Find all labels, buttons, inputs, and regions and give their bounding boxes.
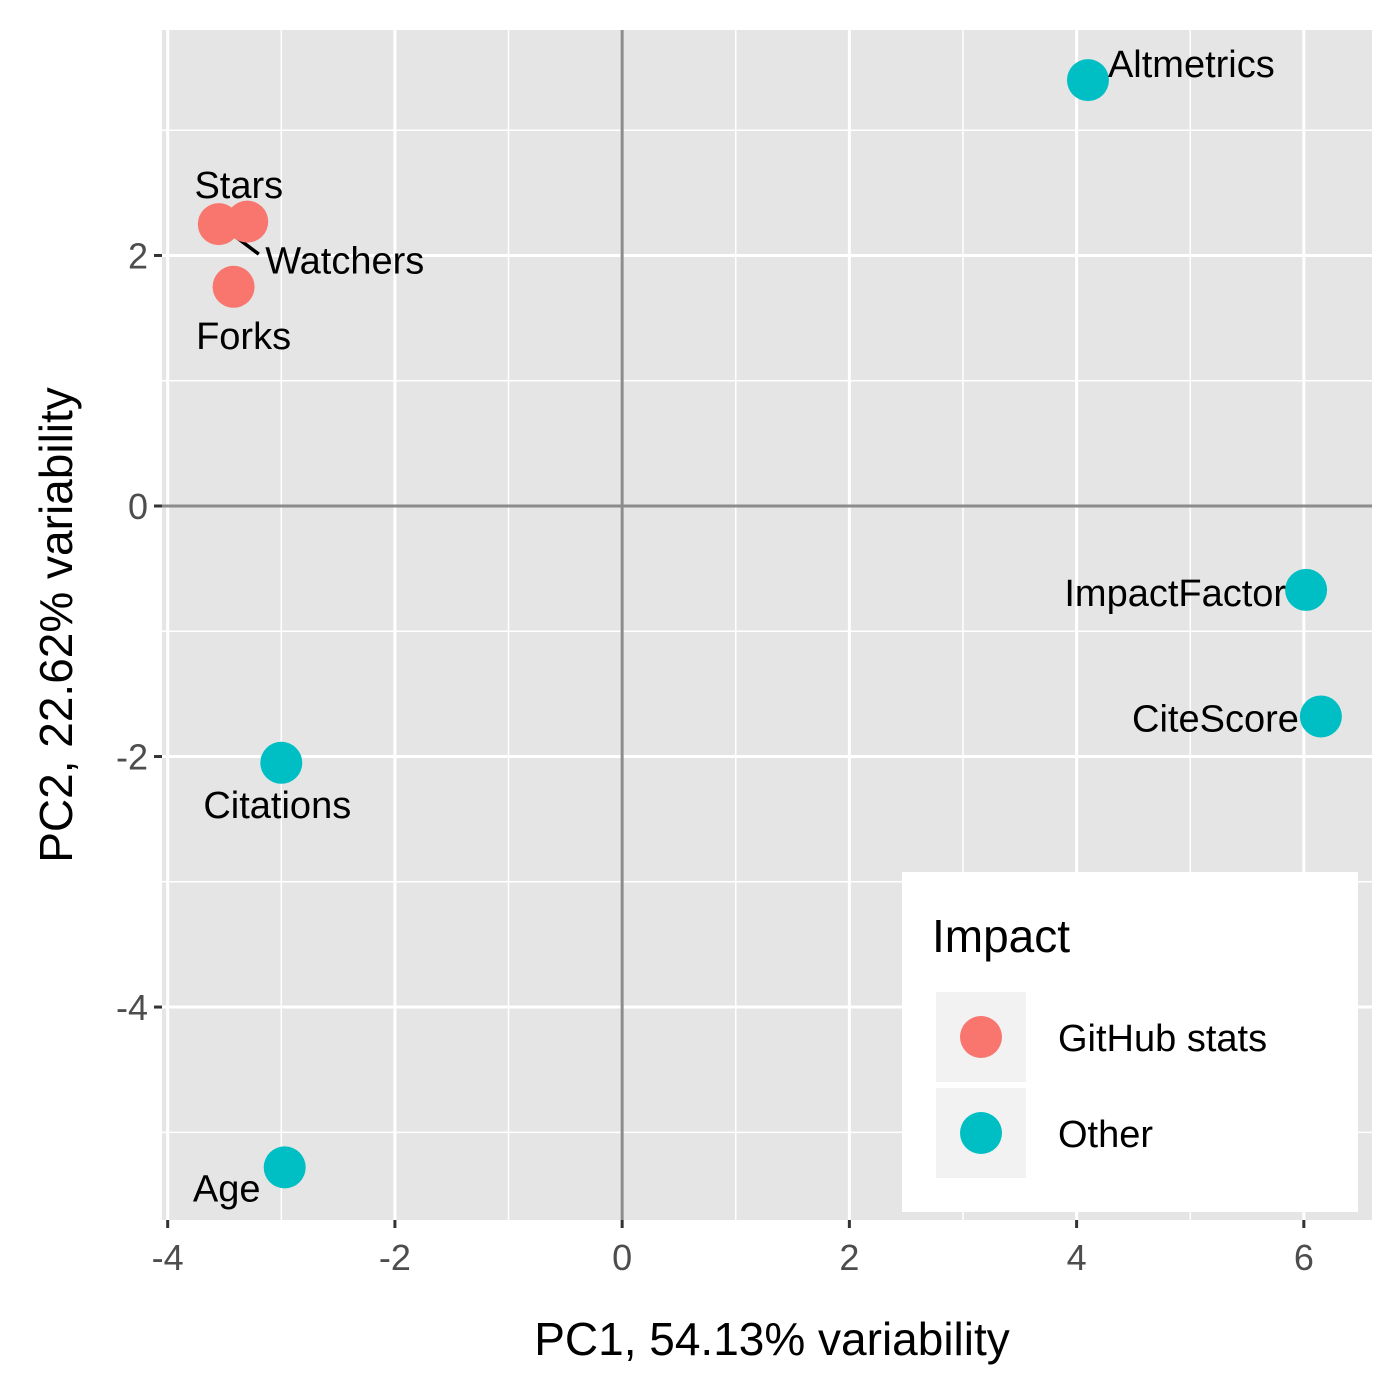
point-watchers bbox=[226, 200, 269, 243]
point-citations bbox=[260, 741, 303, 784]
legend-key-other bbox=[960, 1112, 1002, 1154]
x-tick-label: 6 bbox=[1294, 1237, 1314, 1278]
x-tick-label: -4 bbox=[152, 1237, 184, 1278]
axes: -4 -2 0 2 4 6 -4 -2 0 2 bbox=[116, 235, 1314, 1278]
data-points bbox=[197, 59, 1342, 1189]
point-label-watchers: Watchers bbox=[265, 241, 424, 283]
point-label-altmetrics: Altmetrics bbox=[1108, 44, 1275, 86]
legend-entries: GitHub stats Other bbox=[936, 992, 1267, 1178]
point-label-forks: Forks bbox=[196, 316, 291, 358]
x-axis-title: PC1, 54.13% variability bbox=[534, 1313, 1010, 1365]
point-label-impactfactor: ImpactFactor bbox=[1064, 573, 1286, 615]
legend-label: Other bbox=[1058, 1114, 1153, 1156]
y-tick-label: 0 bbox=[128, 486, 148, 527]
point-forks bbox=[212, 265, 255, 308]
point-citescore bbox=[1299, 695, 1342, 738]
x-tick-label: 2 bbox=[839, 1237, 859, 1278]
legend-label: GitHub stats bbox=[1058, 1018, 1267, 1060]
point-label-age: Age bbox=[193, 1168, 261, 1210]
point-label-citescore: CiteScore bbox=[1132, 698, 1299, 740]
point-labels: Stars Watchers Forks Altmetrics ImpactFactor… bbox=[193, 44, 1299, 1210]
point-label-stars: Stars bbox=[194, 165, 283, 207]
x-tick-label: 4 bbox=[1067, 1237, 1087, 1278]
point-age bbox=[263, 1146, 306, 1189]
legend-title: Impact bbox=[932, 910, 1070, 962]
legend: Impact GitHub stats Other bbox=[902, 872, 1358, 1212]
y-tick-label: 2 bbox=[128, 235, 148, 276]
x-tick-label: 0 bbox=[612, 1237, 632, 1278]
point-altmetrics bbox=[1066, 59, 1109, 102]
y-tick-label: -4 bbox=[116, 987, 148, 1028]
x-tick-label: -2 bbox=[379, 1237, 411, 1278]
point-impactfactor bbox=[1285, 568, 1328, 611]
legend-key-github-stats bbox=[960, 1016, 1002, 1058]
y-axis-title: PC2, 22.62% variability bbox=[30, 387, 82, 863]
point-label-citations: Citations bbox=[203, 785, 351, 827]
y-tick-label: -2 bbox=[116, 737, 148, 778]
reference-lines bbox=[162, 30, 1372, 1220]
